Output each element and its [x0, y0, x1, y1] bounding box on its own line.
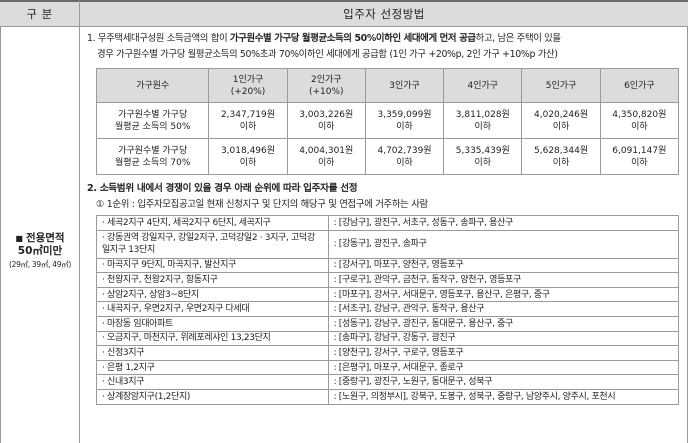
- section1-part1: 무주택세대구성원 소득금액의 합이: [95, 33, 230, 44]
- category-label: ■ 전용면적 50㎡미만 (29㎡, 39㎡, 49㎡): [0, 232, 80, 271]
- category-column: ■ 전용면적 50㎡미만 (29㎡, 39㎡, 49㎡): [0, 27, 80, 443]
- income-value-cell: 4,350,820원 이하: [599, 102, 680, 139]
- income-value-cell: 3,018,496원 이하: [208, 138, 288, 175]
- header-selection-method: 입주자 선정방법: [80, 0, 688, 27]
- table-row: 가구원수별 가구당 월평균 소득의 50% 2,347,719원 이하 3,003,22…: [95, 102, 680, 139]
- section2-title: 2. 소득범위 내에서 경쟁이 있을 경우 아래 순위에 따라 입주자를 선정: [87, 183, 358, 194]
- income-header-cell: 4인가구: [443, 68, 523, 103]
- category-line3: (29㎡, 39㎡, 49㎡): [8, 260, 72, 269]
- district-cell: · 강동권역 강일지구, 강일2지구, 고덕강일2 · 3지구, 고덕강일지구 …: [96, 229, 329, 259]
- gu-list-cell: : [서초구], 강남구, 관악구, 동작구, 용산구: [327, 301, 680, 317]
- district-cell: · 오금지구, 마천지구, 위례포레샤인 13,23단지: [96, 330, 329, 347]
- income-header-cell: 1인가구 (+20%): [208, 68, 288, 103]
- district-cell: · 천왕지구, 천왕2지구, 항동지구: [96, 272, 329, 288]
- table-row: · 강동권역 강일지구, 강일2지구, 고덕강일2 · 3지구, 고덕강일지구 …: [96, 229, 680, 259]
- gu-list-cell: : [강서구], 마포구, 양천구, 영등포구: [327, 257, 680, 274]
- district-cell: · 은평 1,2지구: [96, 359, 329, 376]
- income-table: 가구원수 1인가구 (+20%) 2인가구 (+10%) 3인가구 4인가구 5인가구 6인가구…: [95, 68, 680, 175]
- gu-list-cell: : [노원구, 의정부시], 강북구, 도봉구, 성북구, 중랑구, 남양주시,…: [327, 388, 680, 405]
- income-table-header-row: 가구원수 1인가구 (+20%) 2인가구 (+10%) 3인가구 4인가구 5인가구 6인가구: [95, 68, 680, 103]
- district-cell: · 세곡2지구 4단지, 세곡2지구 6단지, 세곡지구: [96, 215, 329, 231]
- district-cell: · 상암2지구, 상암3~8단지: [96, 286, 329, 303]
- district-cell: · 내곡지구, 우면2지구, 우면2지구 다세대: [96, 301, 329, 317]
- table-row: · 오금지구, 마천지구, 위례포레샤인 13,23단지: [송파구], 강남구…: [96, 330, 680, 347]
- table-row: · 천왕지구, 천왕2지구, 항동지구: [구로구], 관악구, 금천구, 동작…: [96, 272, 680, 288]
- table-row: · 상암2지구, 상암3~8단지: [마포구], 강서구, 서대문구, 영등포구…: [96, 286, 680, 303]
- income-value-cell: 2,347,719원 이하: [208, 102, 288, 139]
- district-cell: · 신내3지구: [96, 374, 329, 390]
- table-row: · 마곡지구 9단지, 마곡지구, 발산지구: [강서구], 마포구, 양천구,…: [96, 257, 680, 274]
- income-value-cell: 4,020,246원 이하: [521, 102, 601, 139]
- district-cell: · 마곡지구 9단지, 마곡지구, 발산지구: [96, 257, 329, 274]
- category-line1: 전용면적: [25, 232, 65, 244]
- table-row: · 은평 1,2지구: [은평구], 마포구, 서대문구, 종로구: [96, 359, 680, 376]
- gu-list-cell: : [은평구], 마포구, 서대문구, 종로구: [327, 359, 680, 376]
- gu-list-cell: : [양천구], 강서구, 구로구, 영등포구: [327, 345, 680, 361]
- district-cell: · 신정3지구: [96, 345, 329, 361]
- table-row: · 상계장암지구(1,2단지): [노원구, 의정부시], 강북구, 도봉구, …: [96, 388, 680, 405]
- gu-list-cell: : [강동구], 광진구, 송파구: [327, 229, 680, 259]
- income-value-cell: 5,628,344원 이하: [521, 138, 601, 175]
- section1-num: 1.: [87, 33, 96, 44]
- district-table: · 세곡2지구 4단지, 세곡2지구 6단지, 세곡지구: [강남구], 광진구…: [96, 215, 680, 405]
- section1-bold: 가구원수별 가구당 월평균소득의 50%이하인 세대에게 먼저 공급: [229, 33, 476, 44]
- income-value-cell: 4,004,301원 이하: [286, 138, 366, 175]
- table-row: · 내곡지구, 우면2지구, 우면2지구 다세대: [서초구], 강남구, 관악…: [96, 301, 680, 317]
- income-row-label: 가구원수별 가구당 월평균 소득의 50%: [95, 102, 210, 139]
- table-row: · 마장동 임대아파트: [성동구], 강남구, 광진구, 동대문구, 용산구,…: [96, 315, 680, 332]
- section1-text: 1. 무주택세대구성원 소득금액의 합이 가구원수별 가구당 월평균소득의 50…: [87, 31, 683, 63]
- table-row: · 세곡2지구 4단지, 세곡2지구 6단지, 세곡지구: [강남구], 광진구…: [96, 215, 680, 231]
- income-header-cell: 6인가구: [599, 68, 680, 103]
- header-category: 구 분: [0, 0, 80, 27]
- income-header-cell: 5인가구: [521, 68, 601, 103]
- income-value-cell: 3,003,226원 이하: [286, 102, 366, 139]
- table-row: · 신정3지구: [양천구], 강서구, 구로구, 영등포구: [96, 345, 680, 361]
- section2-priority: ① 1순위 : 입주자모집공고일 현재 신청지구 및 단지의 해당구 및 연접구…: [96, 199, 428, 210]
- income-value-cell: 5,335,439원 이하: [443, 138, 523, 175]
- square-bullet-icon: ■: [15, 234, 23, 243]
- income-header-cell: 3인가구: [364, 68, 445, 103]
- gu-list-cell: : [중랑구], 광진구, 노원구, 동대문구, 성북구: [327, 374, 680, 390]
- category-line2: 50㎡미만: [17, 245, 63, 257]
- table-row: · 신내3지구: [중랑구], 광진구, 노원구, 동대문구, 성북구: [96, 374, 680, 390]
- income-header-cell: 가구원수: [95, 68, 210, 103]
- gu-list-cell: : [마포구], 강서구, 서대문구, 영등포구, 용산구, 은평구, 중구: [327, 286, 680, 303]
- income-value-cell: 4,702,739원 이하: [364, 138, 445, 175]
- section1-line2: 경우 가구원수별 가구당 월평균소득의 50%초과 70%이하인 세대에게 공급…: [97, 49, 558, 60]
- income-header-cell: 2인가구 (+10%): [286, 68, 366, 103]
- section1-part2: 하고, 남은 주택이 있을: [475, 33, 561, 44]
- gu-list-cell: : [성동구], 강남구, 광진구, 동대문구, 용산구, 중구: [327, 315, 680, 332]
- income-row-label: 가구원수별 가구당 월평균 소득의 70%: [95, 138, 210, 175]
- gu-list-cell: : [강남구], 광진구, 서초구, 성동구, 송파구, 용산구: [327, 215, 680, 231]
- gu-list-cell: : [송파구], 강남구, 강동구, 광진구: [327, 330, 680, 347]
- income-value-cell: 3,359,099원 이하: [364, 102, 445, 139]
- income-value-cell: 6,091,147원 이하: [599, 138, 680, 175]
- table-row: 가구원수별 가구당 월평균 소득의 70% 3,018,496원 이하 4,004,30…: [95, 138, 680, 175]
- district-cell: · 마장동 임대아파트: [96, 315, 329, 332]
- income-value-cell: 3,811,028원 이하: [443, 102, 523, 139]
- gu-list-cell: : [구로구], 관악구, 금천구, 동작구, 양천구, 영등포구: [327, 272, 680, 288]
- district-cell: · 상계장암지구(1,2단지): [96, 388, 329, 405]
